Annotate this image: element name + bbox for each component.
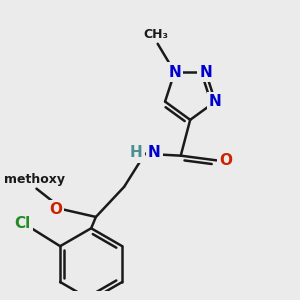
Text: O: O bbox=[49, 202, 62, 217]
Text: CH₃: CH₃ bbox=[143, 28, 168, 41]
Text: N: N bbox=[199, 64, 212, 80]
Text: N: N bbox=[209, 94, 222, 109]
Text: H: H bbox=[130, 145, 143, 160]
Text: methoxy: methoxy bbox=[4, 173, 65, 186]
Text: N: N bbox=[148, 145, 161, 160]
Text: O: O bbox=[220, 153, 232, 168]
Text: N: N bbox=[168, 64, 181, 80]
Text: Cl: Cl bbox=[14, 216, 31, 231]
